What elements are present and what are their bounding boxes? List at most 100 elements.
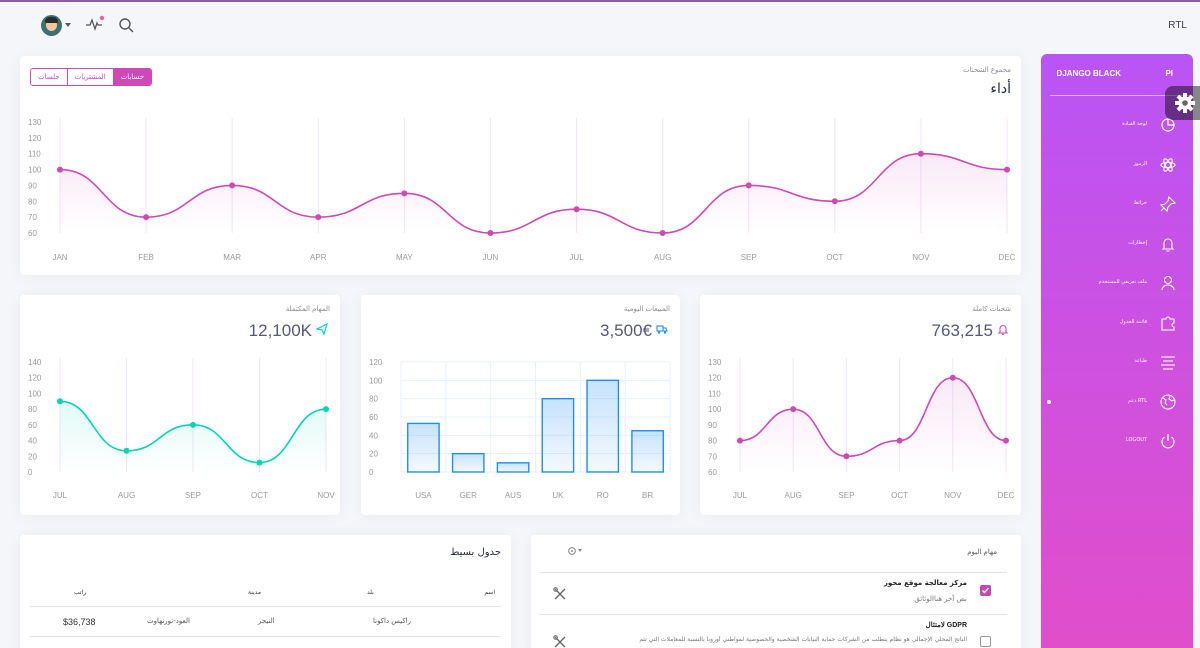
- y-tick-label: 0: [369, 468, 374, 477]
- sidebar-item-label: قائمة الجدول: [1119, 318, 1147, 325]
- tasks-chart: JUL AUG SEP OCT NOV 0 20 40 60 80 100 120 140: [28, 358, 335, 500]
- bar[interactable]: [541, 397, 575, 473]
- data-point[interactable]: [190, 421, 196, 428]
- settings-dropdown-icon[interactable]: [567, 546, 583, 556]
- y-tick-label: 60: [28, 229, 37, 238]
- card-value: 763,215: [931, 321, 993, 340]
- data-point[interactable]: [487, 230, 494, 236]
- task-checkbox[interactable]: [980, 585, 991, 596]
- sidebar-divider: [1050, 95, 1191, 96]
- card-category: المبيعات اليومية: [623, 305, 670, 313]
- data-point[interactable]: [831, 198, 838, 205]
- x-tick-label: MAY: [396, 253, 413, 262]
- y-tick-label: 120: [708, 374, 722, 383]
- data-point[interactable]: [1004, 166, 1010, 173]
- sidebar-item[interactable]: لوحة القيادة: [1047, 116, 1177, 134]
- tab-purchases[interactable]: المشتريات: [66, 69, 113, 85]
- data-point[interactable]: [57, 166, 63, 173]
- y-tick-label: 80: [708, 437, 717, 446]
- data-point[interactable]: [843, 453, 850, 460]
- data-point[interactable]: [323, 406, 329, 413]
- y-tick-label: 130: [28, 118, 42, 127]
- data-point[interactable]: [949, 374, 956, 381]
- y-tick-label: 80: [369, 395, 378, 404]
- active-indicator: [1047, 399, 1051, 404]
- gear-icon[interactable]: [1165, 86, 1200, 120]
- series-line: [739, 376, 1007, 458]
- tab-accounts[interactable]: حسابات: [112, 69, 152, 85]
- avatar[interactable]: [41, 15, 62, 36]
- search-icon[interactable]: [118, 17, 134, 33]
- check-icon: [981, 587, 990, 594]
- sidebar-item[interactable]: إخطارات: [1047, 235, 1177, 253]
- data-point[interactable]: [123, 447, 130, 454]
- data-point[interactable]: [256, 459, 263, 466]
- x-tick-label: NOV: [944, 491, 962, 500]
- chart-tabs: جلسات المشتريات حسابات: [30, 68, 153, 86]
- cell-city: العود-تورنهاوت: [147, 617, 190, 625]
- task-item: مركز معالجة موقع محور نص آخر هناالوثائق: [539, 572, 1007, 614]
- table-header: اسم بلد مدينة راتب: [30, 583, 501, 607]
- data-point[interactable]: [737, 437, 743, 444]
- data-point[interactable]: [143, 214, 150, 221]
- data-point[interactable]: [896, 437, 903, 444]
- activity-icon[interactable]: [85, 15, 105, 32]
- task-checkbox[interactable]: [980, 636, 991, 647]
- bar[interactable]: [496, 462, 530, 473]
- col-salary: راتب: [74, 589, 87, 596]
- data-point[interactable]: [917, 150, 924, 157]
- area-fill: [60, 153, 1007, 233]
- tools-icon[interactable]: [553, 635, 567, 648]
- card-category: المهام المكتملة: [285, 305, 330, 313]
- y-tick-label: 80: [28, 405, 37, 414]
- sidebar-item[interactable]: قائمة الجدول: [1047, 314, 1177, 332]
- x-tick-label: JUL: [733, 491, 748, 500]
- y-tick-label: 20: [369, 450, 378, 459]
- data-point[interactable]: [401, 190, 408, 197]
- x-tick-label: APR: [310, 253, 327, 262]
- sidebar-item[interactable]: طباعة: [1047, 353, 1177, 371]
- tools-icon[interactable]: [553, 587, 567, 601]
- shipments-chart: JUL AUG SEP OCT NOV DEC 60 70 80 90 100 110 120 130: [708, 358, 1015, 500]
- card-value: 3,500€: [600, 321, 652, 340]
- data-point[interactable]: [745, 182, 752, 189]
- col-city: مدينة: [248, 589, 262, 596]
- y-tick-label: 90: [28, 181, 37, 190]
- sidebar-item-label: ملف تعريفي للمستخدم: [1098, 279, 1147, 285]
- sidebar-item[interactable]: LOGOUT: [1047, 432, 1177, 450]
- x-tick-label: NOV: [317, 491, 335, 500]
- area-fill: [60, 401, 326, 472]
- y-tick-label: 130: [708, 358, 722, 367]
- bar[interactable]: [407, 422, 440, 473]
- sidebar: PI DJANGO BLACK لوحة القيادة الرموز خرائط إ…: [1041, 54, 1193, 648]
- data-point[interactable]: [1003, 437, 1009, 444]
- data-point[interactable]: [229, 182, 236, 189]
- sidebar-item[interactable]: الرموز: [1047, 156, 1177, 174]
- data-point[interactable]: [315, 214, 322, 221]
- table-title: جدول بسيط: [450, 547, 501, 558]
- bar[interactable]: [631, 430, 664, 473]
- bar[interactable]: [586, 379, 620, 473]
- x-tick-label: RO: [597, 491, 609, 500]
- y-tick-label: 20: [28, 452, 37, 461]
- tab-sessions[interactable]: جلسات: [31, 69, 67, 85]
- y-tick-label: 140: [28, 358, 42, 367]
- chevron-down-icon[interactable]: [65, 23, 71, 27]
- delivery-icon: [656, 325, 668, 334]
- y-tick-label: 120: [28, 134, 42, 143]
- performance-card: جلسات المشتريات حسابات مجموع الشحنات أدا…: [20, 56, 1021, 275]
- sidebar-item-label: طباعة: [1134, 358, 1147, 364]
- sidebar-item[interactable]: ملف تعريفي للمستخدم: [1047, 274, 1177, 292]
- settings-toggle[interactable]: [1165, 86, 1200, 120]
- data-point[interactable]: [573, 206, 580, 213]
- bar[interactable]: [451, 452, 485, 473]
- x-tick-label: OCT: [891, 491, 908, 500]
- send-icon: [316, 323, 328, 335]
- data-point[interactable]: [57, 398, 63, 405]
- sidebar-item[interactable]: خرائط: [1047, 195, 1177, 213]
- logo-mini[interactable]: PI: [1165, 69, 1173, 78]
- data-point[interactable]: [659, 230, 666, 236]
- data-point[interactable]: [790, 406, 797, 413]
- sidebar-item[interactable]: دعم RTL: [1047, 393, 1177, 411]
- logo-text[interactable]: DJANGO BLACK: [1056, 69, 1121, 78]
